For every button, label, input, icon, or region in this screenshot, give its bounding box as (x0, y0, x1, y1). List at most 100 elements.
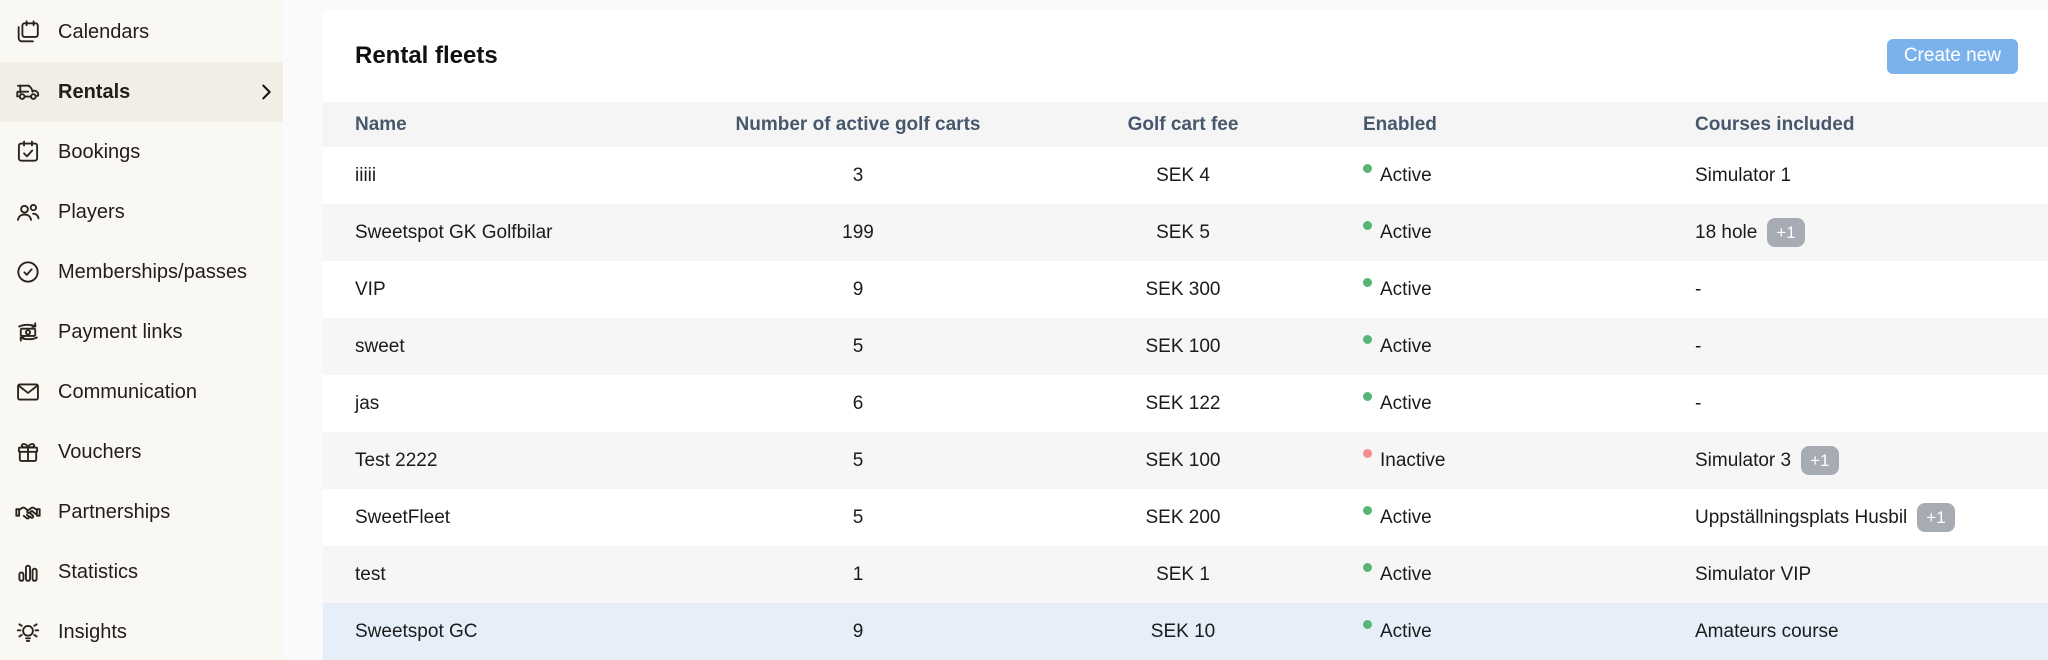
main-content: Rental fleets Create new Name Number of … (283, 0, 2048, 660)
fleet-name-cell: Test 2222 (355, 449, 438, 471)
status-dot (1363, 506, 1372, 515)
plus-badge: +1 (1917, 503, 1955, 532)
sidebar-item-rentals[interactable]: Rentals (0, 62, 283, 122)
sidebar-item-label: Partnerships (58, 500, 171, 523)
fee-cell: SEK 122 (1145, 392, 1221, 414)
active-carts-cell: 5 (852, 506, 864, 528)
table-body: iiiii 3 SEK 4 Active Simulator 1 Sweetsp… (323, 147, 2048, 660)
courses-cell: - (1673, 279, 2048, 301)
sidebar-item-calendars[interactable]: Calendars (0, 2, 283, 62)
table-row[interactable]: sweet 5 SEK 100 Active - (323, 318, 2048, 375)
plus-badge: +1 (1767, 218, 1805, 247)
column-header-courses: Courses included (1695, 113, 1855, 135)
badge-check-icon (14, 258, 42, 286)
table-row[interactable]: SweetFleet 5 SEK 200 Active Uppställning… (323, 489, 2048, 546)
sidebar-item-label: Memberships/passes (58, 260, 247, 283)
table-row[interactable]: Sweetspot GC 9 SEK 10 Active Amateurs co… (323, 603, 2048, 660)
status-dot (1363, 392, 1372, 401)
sidebar-item-label: Communication (58, 380, 197, 403)
sidebar-item-label: Statistics (58, 560, 139, 583)
status-dot (1363, 221, 1372, 230)
sidebar: Calendars Rentals Bookings Players (0, 0, 283, 660)
sidebar-item-label: Rentals (58, 80, 131, 103)
fleet-name-cell: SweetFleet (355, 506, 451, 528)
status-cell: Active (1343, 620, 1673, 643)
table-row[interactable]: VIP 9 SEK 300 Active - (323, 261, 2048, 318)
status-label: Active (1380, 563, 1432, 585)
calendars-icon (14, 18, 42, 46)
status-dot (1363, 620, 1372, 629)
courses-label: - (1695, 392, 1702, 414)
sidebar-item-communication[interactable]: Communication (0, 362, 283, 422)
fee-cell: SEK 300 (1145, 278, 1221, 300)
fee-cell: SEK 1 (1156, 563, 1210, 585)
sidebar-item-bookings[interactable]: Bookings (0, 122, 283, 182)
column-header-name: Name (355, 113, 407, 135)
lightbulb-icon (14, 618, 42, 646)
status-dot (1363, 563, 1372, 572)
active-carts-cell: 6 (852, 392, 864, 414)
active-carts-cell: 3 (852, 164, 864, 186)
courses-label: 18 hole (1695, 221, 1758, 243)
fee-cell: SEK 10 (1150, 620, 1216, 642)
table-row[interactable]: test 1 SEK 1 Active Simulator VIP (323, 546, 2048, 603)
fleet-name-cell: test (355, 563, 386, 585)
status-cell: Active (1343, 506, 1673, 529)
sidebar-item-players[interactable]: Players (0, 182, 283, 242)
table-row[interactable]: Test 2222 5 SEK 100 Inactive Simulator 3… (323, 432, 2048, 489)
sidebar-item-memberships[interactable]: Memberships/passes (0, 242, 283, 302)
table-row[interactable]: iiiii 3 SEK 4 Active Simulator 1 (323, 147, 2048, 204)
fleet-name-cell: Sweetspot GK Golfbilar (355, 221, 553, 243)
status-cell: Active (1343, 563, 1673, 586)
active-carts-cell: 1 (852, 563, 864, 585)
create-new-button[interactable]: Create new (1886, 38, 2018, 74)
column-header-fee: Golf cart fee (1127, 113, 1239, 135)
bar-chart-icon (14, 558, 42, 586)
page-header: Rental fleets Create new (323, 10, 2048, 103)
status-cell: Active (1343, 221, 1673, 244)
courses-cell: Simulator 1 (1673, 165, 2048, 187)
people-icon (14, 198, 42, 226)
status-label: Active (1380, 620, 1432, 642)
sidebar-item-label: Calendars (58, 20, 150, 43)
sidebar-item-payment-links[interactable]: Payment links (0, 302, 283, 362)
column-header-enabled: Enabled (1363, 113, 1437, 135)
courses-cell: 18 hole +1 (1673, 218, 2048, 247)
envelope-icon (14, 378, 42, 406)
active-carts-cell: 199 (842, 221, 874, 243)
fee-cell: SEK 100 (1145, 449, 1221, 471)
status-label: Active (1380, 278, 1432, 300)
status-dot (1363, 449, 1372, 458)
handshake-icon (14, 498, 42, 526)
status-cell: Active (1343, 278, 1673, 301)
status-label: Active (1380, 221, 1432, 243)
plus-badge: +1 (1801, 446, 1839, 475)
sidebar-item-insights[interactable]: Insights (0, 602, 283, 660)
golf-cart-icon (14, 78, 42, 106)
status-label: Active (1380, 164, 1432, 186)
sidebar-item-vouchers[interactable]: Vouchers (0, 422, 283, 482)
table-row[interactable]: Sweetspot GK Golfbilar 199 SEK 5 Active … (323, 204, 2048, 261)
courses-label: Amateurs course (1695, 620, 1839, 642)
fee-cell: SEK 200 (1145, 506, 1221, 528)
sidebar-item-statistics[interactable]: Statistics (0, 542, 283, 602)
sidebar-item-partnerships[interactable]: Partnerships (0, 482, 283, 542)
fleet-name-cell: iiiii (355, 164, 377, 186)
sidebar-item-label: Insights (58, 620, 127, 643)
status-cell: Active (1343, 164, 1673, 187)
fee-cell: SEK 100 (1145, 335, 1221, 357)
status-label: Active (1380, 392, 1432, 414)
table-row[interactable]: jas 6 SEK 122 Active - (323, 375, 2048, 432)
column-header-active-carts: Number of active golf carts (735, 113, 981, 135)
courses-cell: Amateurs course (1673, 621, 2048, 643)
chevron-right-icon[interactable] (255, 81, 277, 103)
courses-label: Simulator 1 (1695, 164, 1792, 186)
courses-cell: Simulator 3 +1 (1673, 446, 2048, 475)
courses-label: - (1695, 335, 1702, 357)
courses-label: Simulator VIP (1695, 563, 1812, 585)
page-title: Rental fleets (355, 42, 498, 70)
sidebar-item-label: Payment links (58, 320, 183, 343)
courses-label: - (1695, 278, 1702, 300)
status-label: Active (1380, 506, 1432, 528)
